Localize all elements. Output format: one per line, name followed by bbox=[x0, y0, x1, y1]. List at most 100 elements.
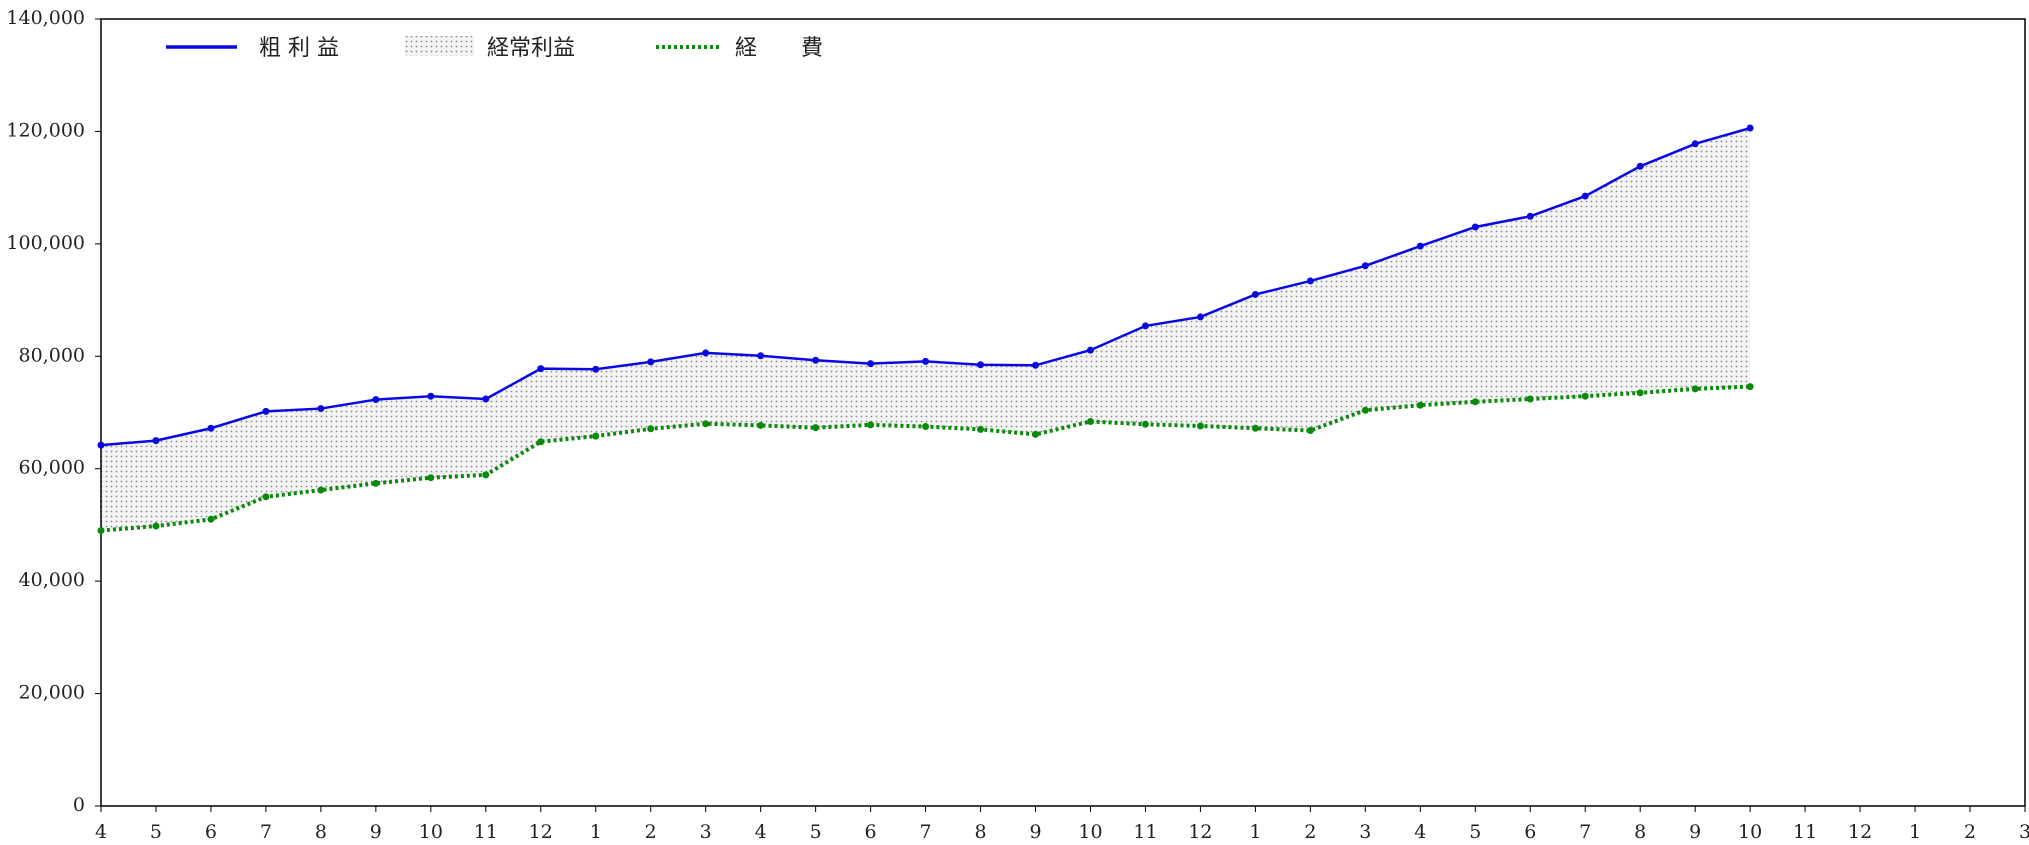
point bbox=[427, 474, 435, 482]
point bbox=[867, 421, 875, 429]
plot-frame bbox=[100, 18, 2026, 807]
point bbox=[702, 420, 710, 428]
point bbox=[482, 471, 490, 479]
x-tick-label: 7 bbox=[1579, 821, 1591, 843]
x-tick-label: 2 bbox=[1964, 821, 1976, 843]
x-tick-label: 4 bbox=[755, 821, 767, 843]
point bbox=[1141, 420, 1149, 428]
y-tick-label: 0 bbox=[73, 794, 85, 816]
point bbox=[372, 396, 380, 404]
point bbox=[1306, 277, 1314, 285]
point bbox=[1306, 426, 1314, 434]
point bbox=[1196, 422, 1204, 430]
point bbox=[97, 441, 105, 449]
x-tick-label: 4 bbox=[95, 821, 107, 843]
x-tick-label: 3 bbox=[2019, 821, 2029, 843]
point bbox=[372, 479, 380, 487]
point bbox=[1086, 346, 1094, 354]
x-tick-label: 12 bbox=[1848, 821, 1872, 843]
point bbox=[1526, 395, 1534, 403]
point bbox=[207, 424, 215, 432]
x-tick-label: 6 bbox=[205, 821, 217, 843]
x-tick-label: 9 bbox=[370, 821, 382, 843]
point bbox=[1416, 401, 1424, 409]
x-tick-label: 10 bbox=[1738, 821, 1762, 843]
point bbox=[317, 405, 325, 413]
point bbox=[592, 432, 600, 440]
point bbox=[757, 352, 765, 360]
x-tick-label: 6 bbox=[865, 821, 877, 843]
point bbox=[922, 357, 930, 365]
y-tick-label: 140,000 bbox=[6, 7, 85, 29]
point bbox=[1086, 417, 1094, 425]
legend-label: 粗 利 益 bbox=[259, 36, 339, 61]
point bbox=[592, 365, 600, 373]
point bbox=[537, 365, 545, 373]
point bbox=[647, 425, 655, 433]
point bbox=[1746, 124, 1754, 132]
x-tick-label: 8 bbox=[315, 821, 327, 843]
x-tick-label: 9 bbox=[1689, 821, 1701, 843]
x-tick-label: 12 bbox=[529, 821, 553, 843]
y-tick-label: 20,000 bbox=[19, 682, 85, 704]
point bbox=[1636, 162, 1644, 170]
y-tick-label: 40,000 bbox=[19, 569, 85, 591]
point bbox=[427, 392, 435, 400]
y-tick-label: 60,000 bbox=[19, 457, 85, 479]
x-tick-label: 12 bbox=[1188, 821, 1212, 843]
legend-swatch bbox=[405, 36, 474, 56]
profit-area bbox=[101, 128, 1751, 531]
point bbox=[922, 423, 930, 431]
point bbox=[207, 515, 215, 523]
legend-label: 経常利益 bbox=[487, 36, 575, 61]
point bbox=[152, 437, 160, 445]
point bbox=[1691, 140, 1699, 148]
point bbox=[977, 425, 985, 433]
x-tick-label: 3 bbox=[700, 821, 712, 843]
point bbox=[647, 358, 655, 366]
point bbox=[757, 421, 765, 429]
point bbox=[1032, 430, 1040, 438]
x-tick-label: 7 bbox=[920, 821, 932, 843]
x-tick-label: 8 bbox=[974, 821, 986, 843]
point bbox=[1581, 192, 1589, 200]
point bbox=[867, 360, 875, 368]
x-tick-label: 9 bbox=[1029, 821, 1041, 843]
x-tick-label: 11 bbox=[1133, 821, 1157, 843]
x-tick-label: 2 bbox=[645, 821, 657, 843]
legend-label: 経 費 bbox=[735, 36, 823, 61]
x-tick-label: 3 bbox=[1359, 821, 1371, 843]
point bbox=[1361, 262, 1369, 270]
point bbox=[1141, 322, 1149, 330]
point bbox=[1581, 392, 1589, 400]
point bbox=[262, 493, 270, 501]
point bbox=[1471, 398, 1479, 406]
point bbox=[1032, 361, 1040, 369]
x-tick-label: 7 bbox=[260, 821, 272, 843]
x-tick-label: 1 bbox=[1249, 821, 1261, 843]
point bbox=[537, 438, 545, 446]
y-tick-label: 100,000 bbox=[6, 232, 85, 254]
x-tick-label: 1 bbox=[1909, 821, 1921, 843]
point bbox=[1361, 406, 1369, 414]
x-tick-label: 6 bbox=[1524, 821, 1536, 843]
point bbox=[482, 395, 490, 403]
x-tick-label: 5 bbox=[810, 821, 822, 843]
point bbox=[1251, 290, 1259, 298]
point bbox=[1636, 389, 1644, 397]
y-tick-label: 120,000 bbox=[6, 119, 85, 141]
point bbox=[317, 486, 325, 494]
x-tick-label: 5 bbox=[150, 821, 162, 843]
x-tick-label: 10 bbox=[419, 821, 443, 843]
point bbox=[262, 407, 270, 415]
point bbox=[812, 424, 820, 432]
point bbox=[1526, 212, 1534, 220]
point bbox=[1746, 383, 1754, 391]
x-tick-label: 5 bbox=[1469, 821, 1481, 843]
x-tick-label: 11 bbox=[1793, 821, 1817, 843]
x-tick-label: 11 bbox=[474, 821, 498, 843]
point bbox=[702, 349, 710, 357]
point bbox=[977, 361, 985, 369]
x-tick-label: 2 bbox=[1304, 821, 1316, 843]
x-tick-label: 4 bbox=[1414, 821, 1426, 843]
